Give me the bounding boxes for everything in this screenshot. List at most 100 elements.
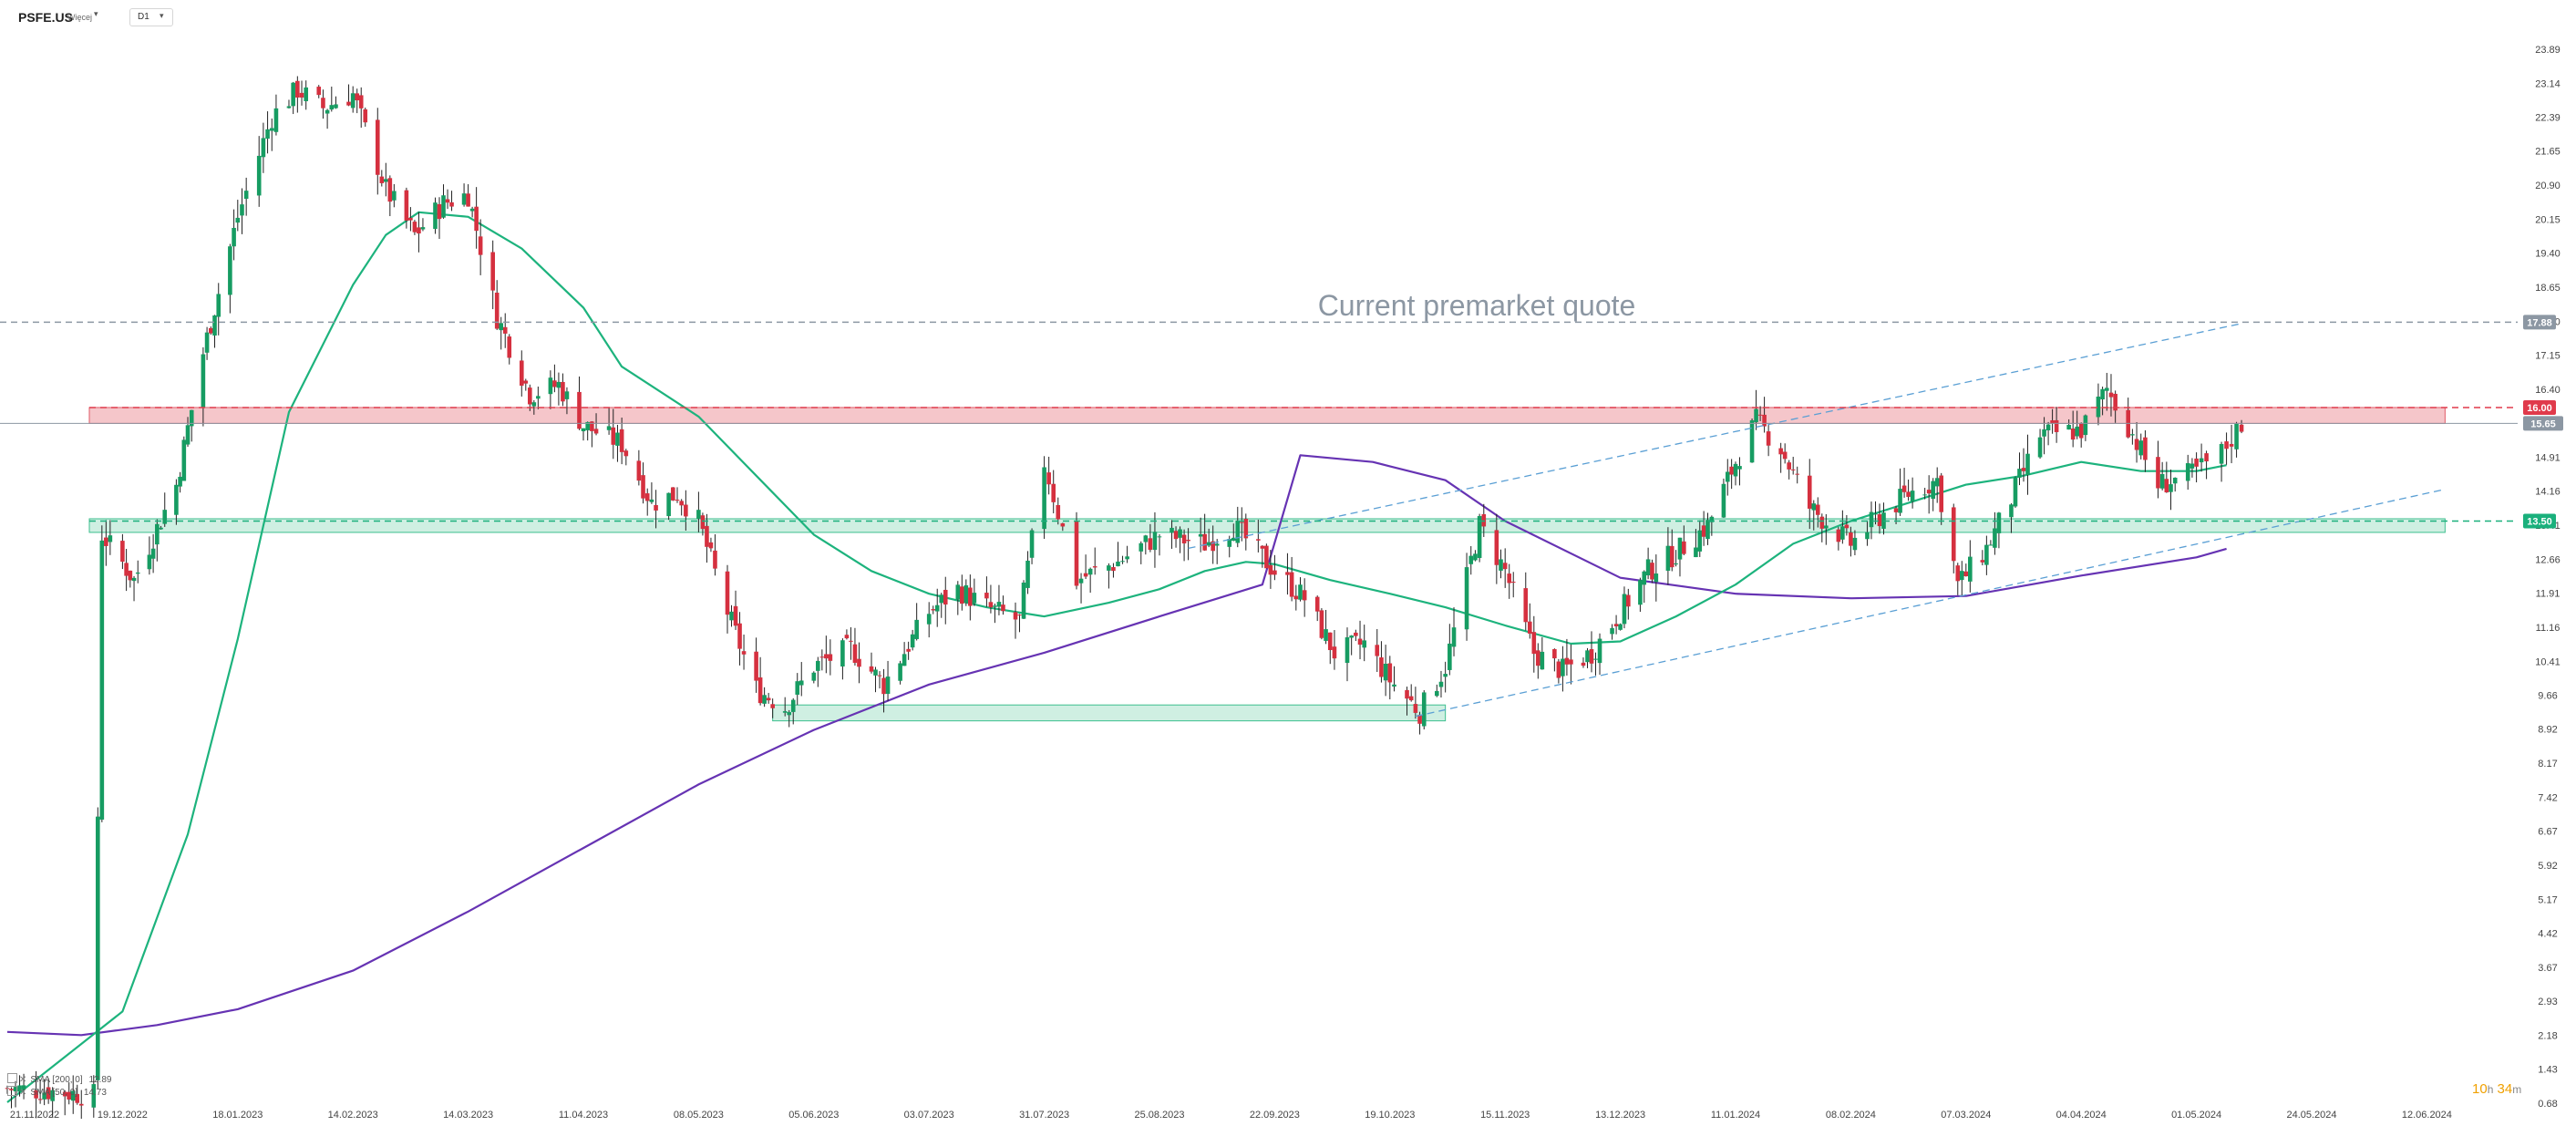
candle <box>1375 645 1380 656</box>
candle <box>2021 468 2026 471</box>
candle <box>811 672 817 681</box>
candle <box>523 380 529 384</box>
candle <box>358 95 364 108</box>
candle <box>1729 466 1734 475</box>
candle <box>1357 638 1363 646</box>
candle <box>606 426 612 430</box>
y-tick-label: 8.92 <box>2538 725 2557 736</box>
x-tick-label: 08.02.2024 <box>1826 1110 1876 1121</box>
candle <box>782 711 788 713</box>
candle <box>1152 532 1158 551</box>
candle <box>2229 443 2234 447</box>
candle <box>1345 636 1350 664</box>
candle <box>1527 621 1532 634</box>
close-icon[interactable]: ✕ <box>19 1075 27 1085</box>
premarket-badge-label: 17.88 <box>2527 317 2552 328</box>
candle <box>201 354 206 408</box>
y-tick-label: 2.18 <box>2538 1030 2557 1041</box>
symbol-more-link[interactable]: Więcej <box>67 13 93 22</box>
candle <box>1413 704 1418 713</box>
x-tick-label: 24.05.2024 <box>2286 1110 2336 1121</box>
candle <box>1757 414 1763 416</box>
candle <box>536 396 541 399</box>
candle <box>737 623 742 649</box>
candle <box>528 387 532 405</box>
candle <box>75 1093 80 1103</box>
candle <box>1654 573 1659 583</box>
candle <box>577 391 582 429</box>
y-tick-label: 3.67 <box>2538 963 2557 974</box>
candle <box>824 654 829 659</box>
candle <box>611 427 616 445</box>
candle <box>1701 525 1706 537</box>
candle <box>1877 514 1882 527</box>
candle <box>417 227 421 234</box>
symbol-label[interactable]: PSFE.US <box>18 10 73 25</box>
candle <box>898 663 902 681</box>
candle <box>269 128 274 131</box>
candle <box>295 80 300 98</box>
candle <box>2224 441 2229 449</box>
candle <box>42 1092 46 1100</box>
x-tick-label: 31.07.2023 <box>1019 1110 1069 1121</box>
candle <box>1569 659 1573 665</box>
candle <box>762 695 767 704</box>
timer-minutes: 34 <box>2497 1081 2513 1097</box>
channel-lower <box>1415 488 2446 718</box>
candle <box>641 475 645 499</box>
candle <box>104 537 108 546</box>
candle <box>1737 466 1742 470</box>
candle <box>1256 539 1261 541</box>
candle <box>623 450 629 457</box>
legend-sma-200[interactable]: ✕ SMA [200, 0] 12.89 <box>7 1073 111 1085</box>
candle <box>1807 475 1812 509</box>
candle <box>120 541 125 563</box>
candle <box>5 1088 10 1090</box>
timeframe-select[interactable]: D1 ▾ <box>129 8 173 26</box>
candle <box>502 326 508 334</box>
y-tick-label: 22.39 <box>2535 113 2561 124</box>
legend-sma-50[interactable]: ✕ SMA [50, 0] 14.73 <box>7 1086 107 1098</box>
support-zone-upper <box>88 518 2446 533</box>
candle <box>478 236 483 255</box>
candle <box>185 425 191 445</box>
candle <box>404 190 409 221</box>
candle <box>849 640 853 642</box>
candle <box>1494 530 1499 565</box>
close-icon[interactable]: ✕ <box>19 1088 27 1098</box>
candle <box>869 666 874 672</box>
settings-icon[interactable] <box>7 1073 17 1083</box>
candle <box>1198 533 1203 537</box>
candle <box>960 586 964 604</box>
candle <box>1762 414 1767 427</box>
sma-50-line <box>6 211 2227 1103</box>
legend-sma-50-value: 14.73 <box>83 1088 107 1098</box>
candle <box>1610 627 1614 635</box>
candle <box>1083 573 1088 577</box>
candle <box>713 550 717 569</box>
candle <box>21 1085 26 1090</box>
y-tick-label: 5.92 <box>2538 861 2557 872</box>
candle <box>209 327 213 334</box>
symbol-chevron-down-icon[interactable]: ▾ <box>94 9 98 18</box>
candle <box>1893 508 1899 512</box>
candle <box>1865 532 1870 540</box>
candle <box>1273 570 1277 575</box>
candle <box>819 656 825 658</box>
settings-icon[interactable] <box>7 1086 17 1096</box>
candle <box>212 315 217 336</box>
candle <box>474 206 479 232</box>
candle <box>375 119 380 175</box>
candle <box>708 542 714 549</box>
candle <box>108 535 113 542</box>
candle <box>334 104 338 108</box>
candle <box>1951 507 1956 562</box>
candle <box>1060 522 1066 527</box>
y-tick-label: 14.16 <box>2535 487 2561 498</box>
candle <box>1840 526 1845 540</box>
candle <box>902 654 907 666</box>
y-tick-label: 23.89 <box>2535 45 2561 56</box>
x-tick-label: 01.05.2024 <box>2171 1110 2221 1121</box>
candle <box>1536 650 1540 666</box>
